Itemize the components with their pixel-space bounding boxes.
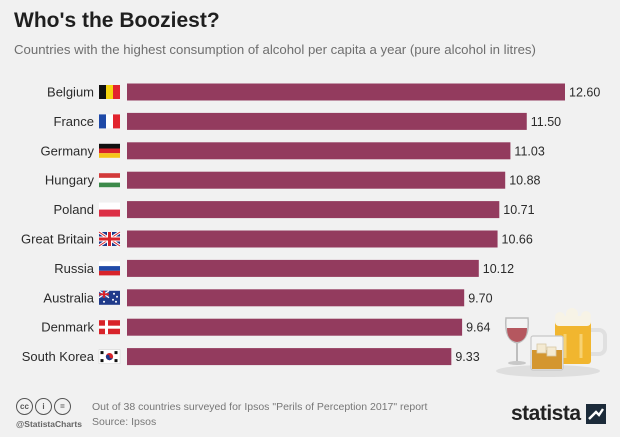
category-label: Australia <box>43 290 94 305</box>
bar <box>127 142 511 160</box>
statista-logo[interactable]: statista <box>511 402 606 426</box>
country-flag-icon <box>98 349 121 364</box>
category-label: Belgium <box>47 85 94 100</box>
value-label: 12.60 <box>569 86 600 100</box>
bar <box>127 289 465 307</box>
country-flag-icon <box>99 173 120 188</box>
value-label: 9.64 <box>466 321 490 335</box>
bar <box>127 230 498 248</box>
license-icons: cc i = <box>16 398 71 415</box>
country-flag-icon <box>99 143 120 158</box>
bar <box>127 318 463 336</box>
country-flag-icon <box>99 202 120 217</box>
country-flag-icon <box>99 261 120 276</box>
chart-title: Who's the Booziest? <box>14 9 220 32</box>
value-label: 11.03 <box>514 144 544 158</box>
country-flag-icon <box>98 290 120 305</box>
category-label: Hungary <box>45 173 95 188</box>
value-label: 11.50 <box>531 115 561 129</box>
no-derivatives-icon: = <box>54 398 71 415</box>
creative-commons-icon: cc <box>16 398 33 415</box>
drinks-illustration <box>496 308 607 377</box>
attribution-icon: i <box>35 398 52 415</box>
chart-subtitle: Countries with the highest consumption o… <box>14 42 536 57</box>
survey-note: Out of 38 countries surveyed for Ipsos "… <box>92 401 428 413</box>
country-flag-icon <box>99 85 120 99</box>
value-label: 10.88 <box>509 174 540 188</box>
category-label: Great Britain <box>21 232 94 247</box>
category-label: Denmark <box>41 320 94 335</box>
category-label: South Korea <box>22 349 95 364</box>
value-label: 10.66 <box>502 233 533 247</box>
bar <box>127 112 527 130</box>
footer-notes: Out of 38 countries surveyed for Ipsos "… <box>92 400 427 430</box>
category-label: France <box>54 114 94 129</box>
statista-mark-icon <box>585 404 606 424</box>
country-flag-icon <box>98 230 121 248</box>
bar <box>127 83 565 101</box>
country-flag-icon <box>99 114 120 129</box>
value-label: 10.12 <box>483 262 514 276</box>
category-label: Germany <box>41 143 95 158</box>
category-label: Poland <box>54 202 94 217</box>
category-label: Russia <box>54 261 95 276</box>
bar <box>127 348 452 366</box>
value-label: 9.70 <box>468 291 492 305</box>
bar <box>127 201 500 219</box>
country-flag-icon <box>99 320 120 335</box>
value-label: 9.33 <box>455 350 479 364</box>
statista-wordmark: statista <box>511 402 581 425</box>
value-label: 10.71 <box>503 203 534 217</box>
bar <box>127 259 479 277</box>
statista-handle: @StatistaCharts <box>16 419 82 429</box>
source-note: Source: Ipsos <box>92 416 157 428</box>
bar <box>127 171 506 189</box>
